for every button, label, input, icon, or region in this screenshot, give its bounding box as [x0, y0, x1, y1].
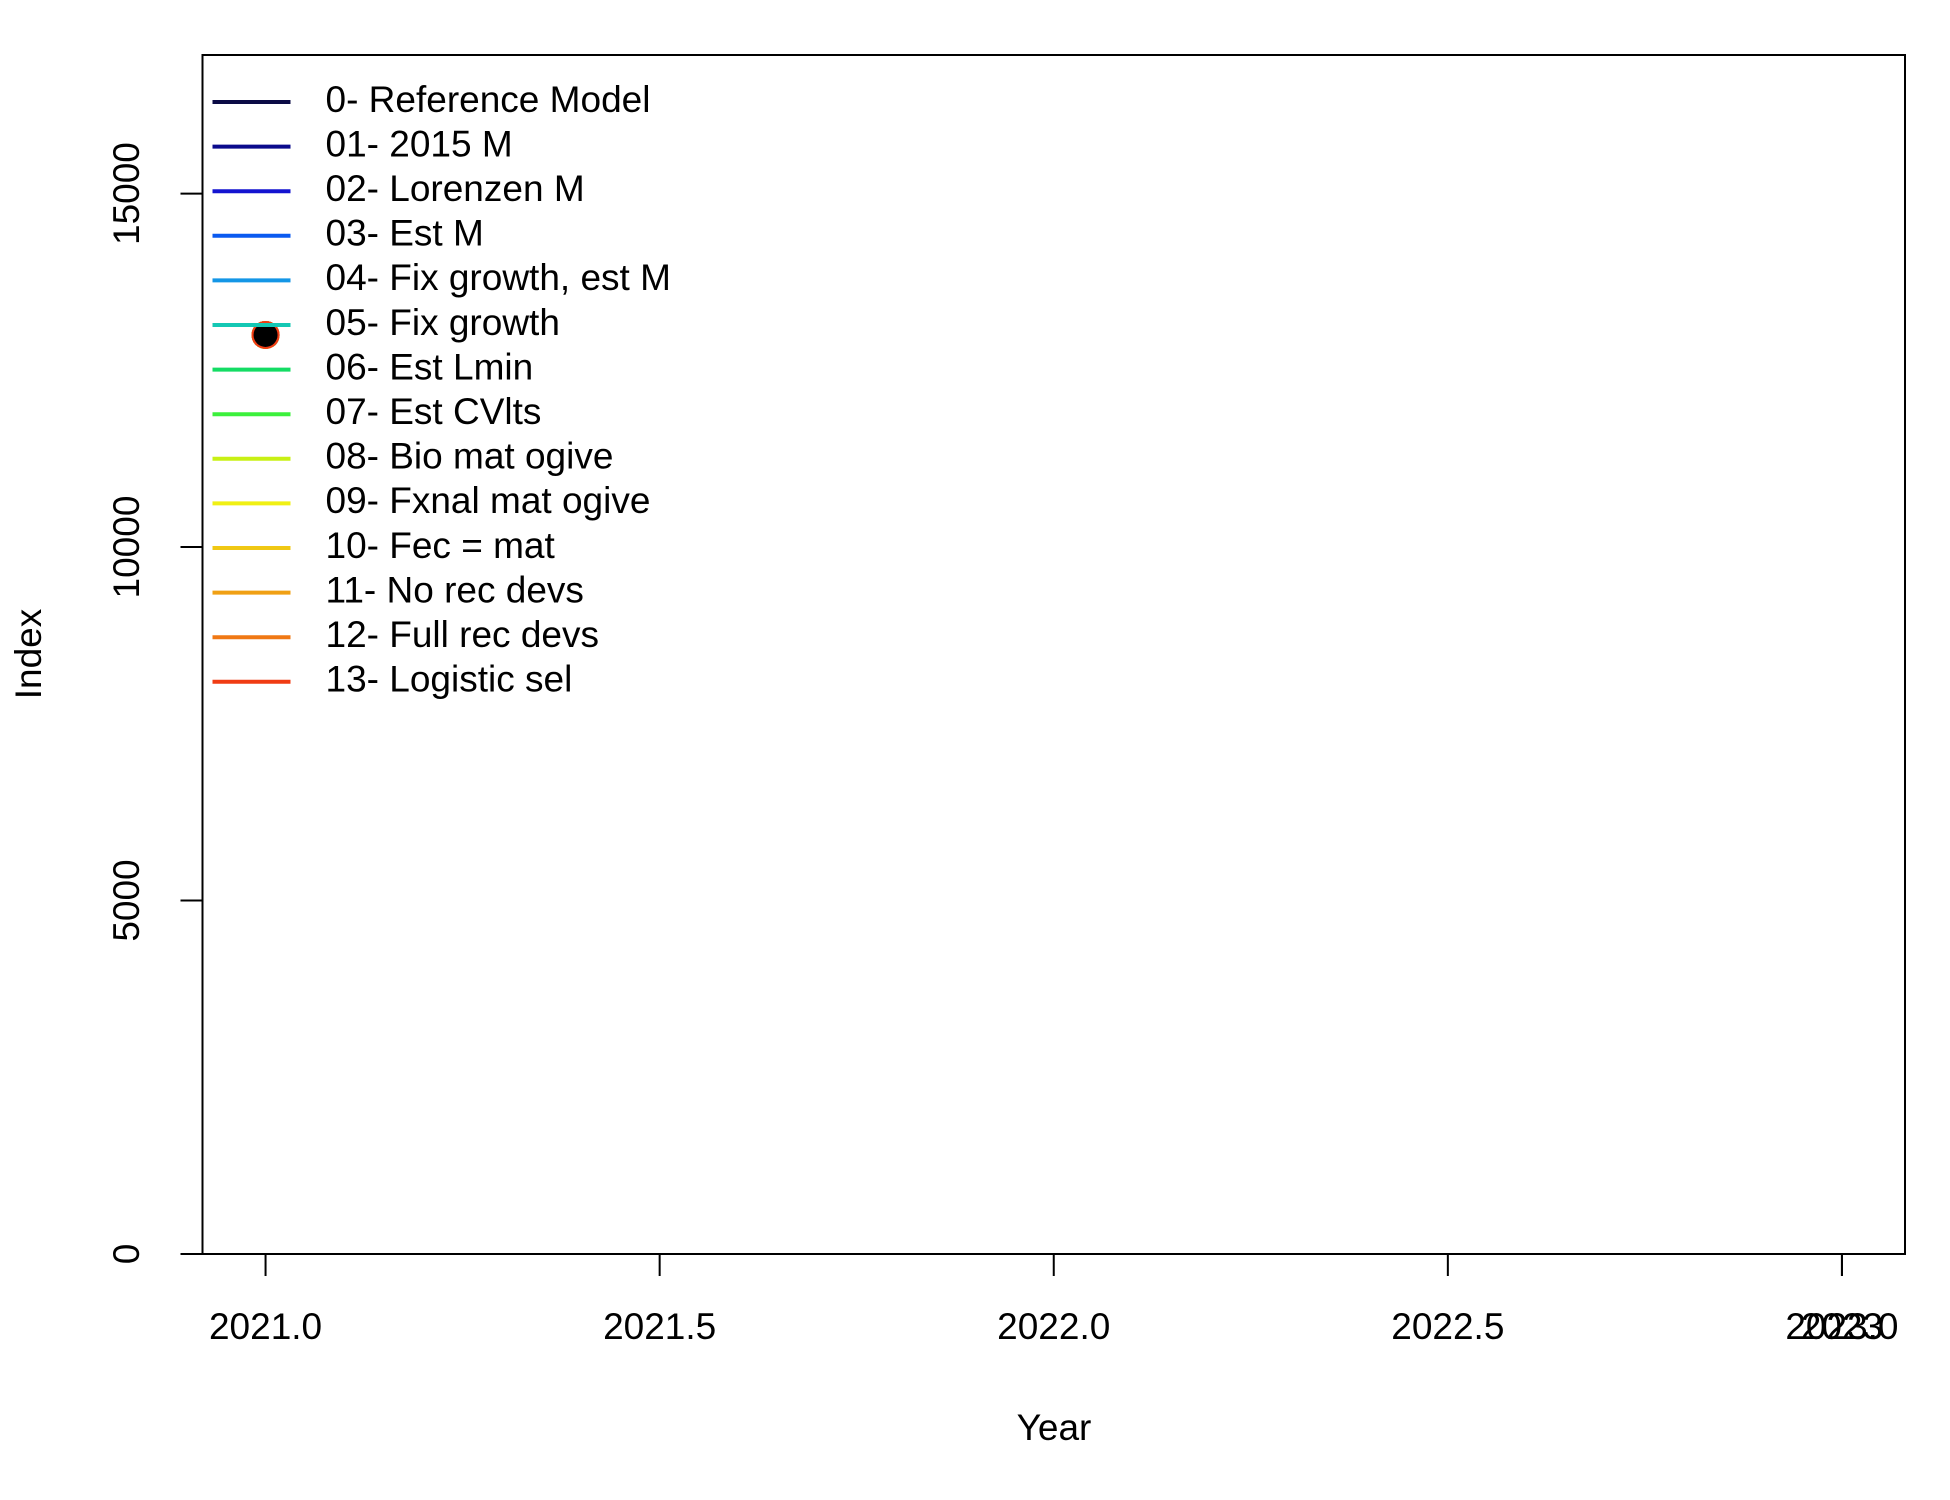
legend-label: 13- Logistic sel: [326, 659, 573, 700]
legend-label: 06- Est Lmin: [326, 346, 534, 387]
legend-label: 09- Fxnal mat ogive: [326, 480, 651, 521]
y-tick-label: 10000: [106, 496, 147, 599]
legend-label: 07- Est CVlts: [326, 391, 542, 432]
legend-label: 02- Lorenzen M: [326, 168, 585, 209]
legend-label: 10- Fec = mat: [326, 525, 556, 566]
x-tick-label: 2023: [1801, 1306, 1883, 1347]
x-tick-label: 2021.5: [603, 1306, 716, 1347]
y-tick-label: 0: [106, 1244, 147, 1265]
legend-label: 03- Est M: [326, 213, 484, 254]
legend-label: 05- Fix growth: [326, 302, 560, 343]
observed-point: [253, 322, 278, 347]
y-tick-label: 5000: [106, 859, 147, 941]
legend-label: 11- No rec devs: [326, 569, 584, 610]
legend-label: 01- 2015 M: [326, 123, 513, 164]
y-axis-label: Index: [8, 608, 49, 699]
legend-label: 0- Reference Model: [326, 79, 651, 120]
x-tick-label: 2022.0: [997, 1306, 1110, 1347]
x-tick-label: 2021.0: [209, 1306, 322, 1347]
x-axis-label: Year: [1017, 1407, 1092, 1448]
x-tick-label: 2022.5: [1391, 1306, 1504, 1347]
legend-label: 04- Fix growth, est M: [326, 257, 671, 298]
y-tick-label: 15000: [106, 142, 147, 245]
legend-label: 08- Bio mat ogive: [326, 436, 614, 477]
legend-label: 12- Full rec devs: [326, 614, 600, 655]
x-tick-label: 2023.0: [1785, 1306, 1898, 1347]
